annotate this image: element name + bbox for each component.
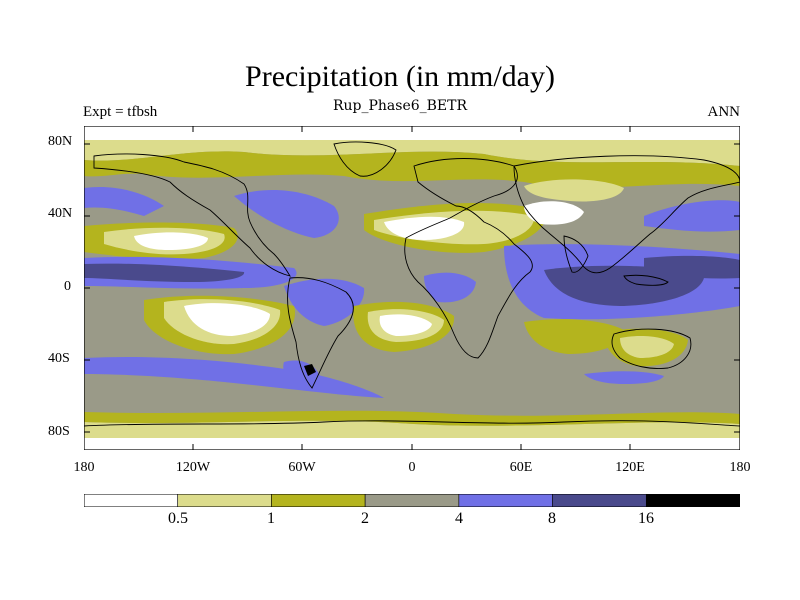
- colorbar-label-4: 4: [455, 510, 463, 527]
- chart-title: Precipitation (in mm/day): [245, 60, 555, 93]
- lat-tick-40s: 40S: [48, 351, 70, 366]
- colorbar-swatch: [84, 494, 179, 507]
- se-pacific-dry-core: [184, 303, 270, 336]
- experiment-label: Expt = tfbsh: [83, 104, 158, 120]
- colorbar-swatch: [458, 494, 553, 507]
- colorbar-swatch: [645, 494, 740, 507]
- chart-subtitle: Rup_Phase6_BETR: [332, 98, 468, 114]
- lon-tick-0: 0: [408, 460, 416, 475]
- n-atlantic-storm-track: [234, 190, 339, 238]
- ne-pacific-dry-core: [134, 232, 208, 250]
- congo-blue: [424, 272, 476, 303]
- tibet-light: [524, 179, 624, 202]
- lon-tick-180w: 180: [73, 460, 95, 475]
- s-indian-blue: [584, 371, 664, 384]
- lat-tick-40n: 40N: [48, 206, 73, 221]
- coastlines: [84, 141, 740, 427]
- lat-tick-80n: 80N: [48, 134, 73, 149]
- colorbar-swatch: [364, 494, 460, 507]
- n-pacific-storm-track-east: [84, 186, 164, 216]
- colorbar-swatch: [271, 494, 366, 507]
- indian-ocean-dark: [544, 265, 705, 306]
- sahara-dry-core: [384, 216, 465, 240]
- southern-ocean-blue: [84, 356, 384, 398]
- s-indian-olive: [524, 319, 624, 354]
- lon-tick-180e: 180: [729, 460, 751, 475]
- colorbar-swatch: [552, 494, 647, 507]
- antarctic-olive-band: [84, 410, 740, 426]
- colorbar-swatch: [177, 494, 272, 507]
- colorbar-label-2: 2: [361, 510, 369, 527]
- lat-tick-80s: 80S: [48, 424, 70, 439]
- colorbar-label-0-5: 0.5: [168, 510, 188, 527]
- arctic-dry-zone: [84, 126, 740, 140]
- antarctic-light-band: [84, 420, 740, 438]
- lon-tick-120w: 120W: [175, 460, 211, 475]
- map-tick-marks: [84, 126, 740, 450]
- precipitation-map: [84, 126, 740, 450]
- arctic-light-band: [84, 140, 740, 166]
- patagonia-dark-spot: [304, 364, 316, 376]
- colorbar-label-16: 16: [638, 510, 654, 527]
- season-label: ANN: [707, 104, 741, 120]
- n-pacific-storm-track-west: [644, 200, 740, 232]
- w-pacific-dark: [644, 255, 740, 279]
- s-atlantic-dry-core: [379, 314, 432, 336]
- tropical-pacific-dark: [84, 263, 245, 282]
- north-olive-band: [84, 151, 740, 188]
- lon-tick-120e: 120E: [615, 460, 645, 475]
- central-asia-dry-core: [524, 201, 584, 225]
- colorbar-label-1: 1: [267, 510, 275, 527]
- lon-tick-60e: 60E: [509, 460, 533, 475]
- australia-dry-core: [620, 336, 674, 358]
- lon-tick-60w: 60W: [288, 460, 316, 475]
- colorbar: [84, 494, 740, 507]
- colorbar-label-8: 8: [548, 510, 556, 527]
- lat-tick-0: 0: [64, 279, 71, 294]
